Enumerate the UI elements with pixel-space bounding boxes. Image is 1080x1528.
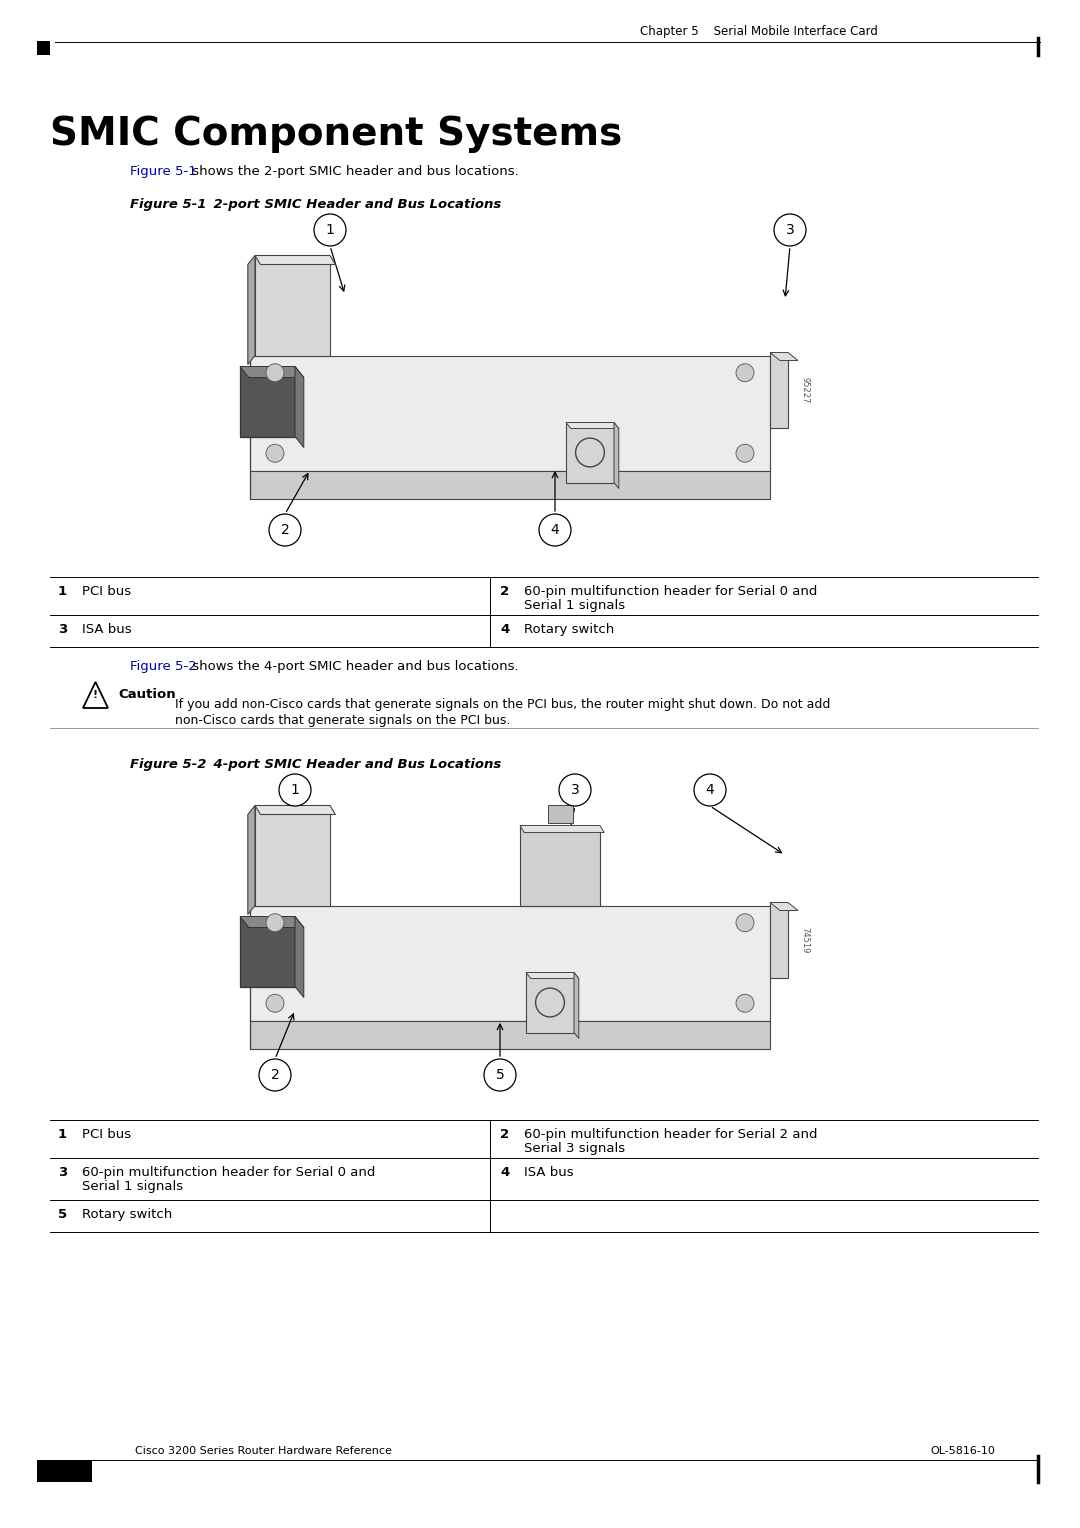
Text: Rotary switch: Rotary switch — [82, 1209, 172, 1221]
Polygon shape — [247, 805, 255, 914]
Text: ISA bus: ISA bus — [82, 623, 132, 636]
Polygon shape — [615, 423, 619, 489]
Text: 5-2: 5-2 — [53, 1464, 77, 1478]
Text: 74519: 74519 — [800, 927, 810, 953]
Text: 5: 5 — [496, 1068, 504, 1082]
Polygon shape — [770, 903, 788, 978]
Text: 4: 4 — [500, 623, 510, 636]
Circle shape — [279, 775, 311, 805]
Text: PCI bus: PCI bus — [82, 1128, 131, 1141]
Text: Rotary switch: Rotary switch — [524, 623, 615, 636]
Polygon shape — [295, 917, 303, 998]
Polygon shape — [566, 423, 619, 428]
Circle shape — [735, 364, 754, 382]
Text: 60-pin multifunction header for Serial 0 and: 60-pin multifunction header for Serial 0… — [82, 1166, 376, 1180]
Bar — [37, 41, 50, 55]
Polygon shape — [240, 367, 295, 437]
Polygon shape — [249, 1021, 770, 1048]
Polygon shape — [548, 805, 572, 822]
Text: OL-5816-10: OL-5816-10 — [930, 1445, 995, 1456]
Polygon shape — [255, 805, 330, 906]
Circle shape — [266, 364, 284, 382]
Circle shape — [539, 513, 571, 545]
Circle shape — [694, 775, 726, 805]
Text: Serial 1 signals: Serial 1 signals — [524, 599, 625, 613]
Text: 60-pin multifunction header for Serial 0 and: 60-pin multifunction header for Serial 0… — [524, 585, 818, 597]
Text: 3: 3 — [58, 1166, 67, 1180]
Polygon shape — [295, 367, 303, 448]
Text: non-Cisco cards that generate signals on the PCI bus.: non-Cisco cards that generate signals on… — [175, 714, 511, 727]
Text: Figure 5-1: Figure 5-1 — [130, 165, 197, 177]
Circle shape — [314, 214, 346, 246]
Text: Cisco 3200 Series Router Hardware Reference: Cisco 3200 Series Router Hardware Refere… — [135, 1445, 392, 1456]
Text: 60-pin multifunction header for Serial 2 and: 60-pin multifunction header for Serial 2… — [524, 1128, 818, 1141]
Polygon shape — [255, 255, 336, 264]
Circle shape — [266, 445, 284, 463]
Text: Serial 3 signals: Serial 3 signals — [524, 1141, 625, 1155]
Circle shape — [559, 775, 591, 805]
Text: Figure 5-2: Figure 5-2 — [130, 660, 197, 672]
Text: 3: 3 — [785, 223, 795, 237]
Text: 4: 4 — [551, 523, 559, 536]
Polygon shape — [83, 681, 108, 707]
Text: Figure 5-1: Figure 5-1 — [130, 199, 206, 211]
Polygon shape — [566, 423, 615, 483]
Polygon shape — [247, 255, 255, 365]
Text: 4: 4 — [500, 1166, 510, 1180]
Text: 1: 1 — [291, 782, 299, 798]
Circle shape — [735, 914, 754, 932]
Polygon shape — [255, 805, 336, 814]
Polygon shape — [255, 255, 330, 356]
Text: 3: 3 — [570, 782, 579, 798]
Polygon shape — [240, 917, 295, 987]
Text: If you add non-Cisco cards that generate signals on the PCI bus, the router migh: If you add non-Cisco cards that generate… — [175, 698, 831, 711]
Text: Serial 1 signals: Serial 1 signals — [82, 1180, 184, 1193]
Text: 2: 2 — [271, 1068, 280, 1082]
Text: shows the 4-port SMIC header and bus locations.: shows the 4-port SMIC header and bus loc… — [188, 660, 518, 672]
Circle shape — [266, 914, 284, 932]
Text: Chapter 5    Serial Mobile Interface Card: Chapter 5 Serial Mobile Interface Card — [640, 24, 878, 38]
Text: 4-port SMIC Header and Bus Locations: 4-port SMIC Header and Bus Locations — [195, 758, 501, 772]
Polygon shape — [573, 972, 579, 1039]
Circle shape — [259, 1059, 291, 1091]
Circle shape — [266, 995, 284, 1012]
Text: Caution: Caution — [118, 689, 176, 701]
Text: 4: 4 — [705, 782, 714, 798]
Polygon shape — [770, 903, 798, 911]
Text: 2: 2 — [500, 1128, 509, 1141]
Text: SMIC Component Systems: SMIC Component Systems — [50, 115, 622, 153]
Text: PCI bus: PCI bus — [82, 585, 131, 597]
Circle shape — [735, 445, 754, 463]
Text: 2: 2 — [281, 523, 289, 536]
Text: 95227: 95227 — [800, 377, 810, 403]
Circle shape — [735, 995, 754, 1012]
Text: 2-port SMIC Header and Bus Locations: 2-port SMIC Header and Bus Locations — [195, 199, 501, 211]
Text: shows the 2-port SMIC header and bus locations.: shows the 2-port SMIC header and bus loc… — [188, 165, 518, 177]
Text: Figure 5-2: Figure 5-2 — [130, 758, 206, 772]
Polygon shape — [526, 972, 573, 1033]
Text: 1: 1 — [58, 1128, 67, 1141]
Text: ISA bus: ISA bus — [524, 1166, 573, 1180]
Polygon shape — [526, 972, 579, 978]
Circle shape — [269, 513, 301, 545]
Polygon shape — [519, 825, 604, 833]
Polygon shape — [249, 906, 770, 1021]
Text: 3: 3 — [58, 623, 67, 636]
Text: 2: 2 — [500, 585, 509, 597]
Text: !: ! — [93, 691, 98, 700]
Polygon shape — [249, 471, 770, 498]
Polygon shape — [770, 353, 798, 361]
Text: 1: 1 — [58, 585, 67, 597]
Polygon shape — [770, 353, 788, 428]
Text: 1: 1 — [325, 223, 335, 237]
Bar — [37, 1459, 92, 1482]
Polygon shape — [519, 825, 600, 906]
Polygon shape — [240, 367, 303, 377]
Text: 5: 5 — [58, 1209, 67, 1221]
Polygon shape — [249, 356, 770, 471]
Circle shape — [774, 214, 806, 246]
Polygon shape — [240, 917, 303, 927]
Circle shape — [484, 1059, 516, 1091]
